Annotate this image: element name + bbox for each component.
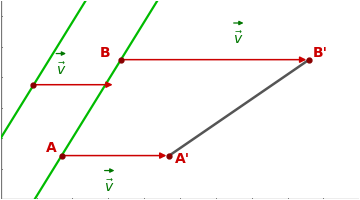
- Text: A': A': [175, 152, 190, 166]
- Text: A: A: [45, 141, 56, 155]
- Text: $\vec{v}$: $\vec{v}$: [104, 178, 115, 195]
- Text: $\vec{v}$: $\vec{v}$: [233, 30, 244, 47]
- Text: B': B': [313, 46, 328, 60]
- Text: B: B: [99, 46, 110, 60]
- Text: $\vec{v}$: $\vec{v}$: [56, 61, 66, 78]
